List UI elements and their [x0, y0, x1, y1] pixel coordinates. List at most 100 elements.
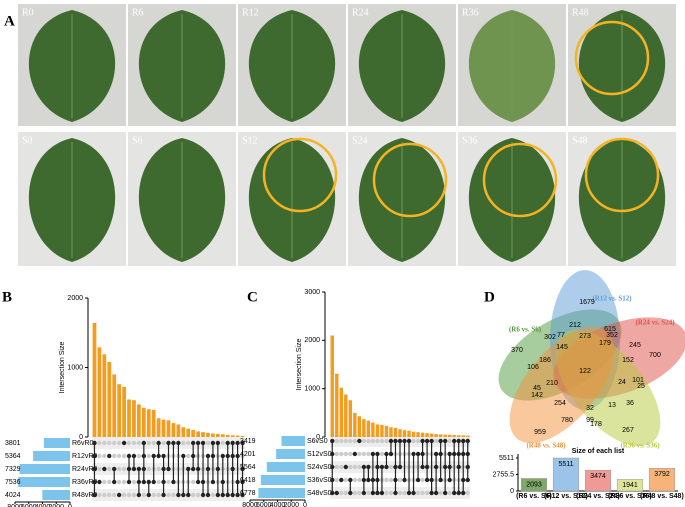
- matrix-dot: [352, 477, 358, 483]
- y-tick-label: 1000: [304, 386, 320, 393]
- bar: [132, 400, 136, 437]
- matrix-dot: [136, 440, 142, 446]
- matrix-dot: [379, 451, 385, 457]
- bar: [429, 433, 434, 437]
- matrix-dot: [343, 464, 349, 470]
- matrix-dot: [220, 440, 225, 446]
- bar: [366, 420, 371, 437]
- venn-count: 212: [569, 322, 581, 329]
- photo-label: S12: [242, 135, 258, 146]
- photo-label: S36: [462, 135, 478, 146]
- venn-set-label: (R36 vs. S36): [620, 442, 660, 450]
- set-label: S36vS0: [307, 477, 332, 484]
- matrix-dot: [343, 490, 349, 496]
- set-size-bar: [260, 475, 305, 485]
- bar: [357, 416, 362, 437]
- photo-label: R6: [132, 7, 144, 18]
- bar: [112, 374, 117, 437]
- matrix-dot: [388, 490, 394, 496]
- set-size-label: 6418: [240, 477, 256, 484]
- matrix-dot: [348, 451, 353, 457]
- venn-count: 352: [606, 332, 618, 339]
- matrix-dot: [334, 451, 339, 457]
- panel-label: C: [247, 289, 258, 305]
- matrix-dot: [411, 438, 416, 444]
- matrix-dot: [379, 438, 385, 444]
- matrix-dot: [384, 438, 389, 444]
- bar: [438, 434, 443, 437]
- bar: [102, 354, 107, 437]
- venn-count: 25: [637, 383, 645, 390]
- bar: [552, 457, 580, 492]
- y-tick-label: 5511: [499, 455, 514, 462]
- value-label: 2093: [526, 481, 542, 488]
- matrix-dot: [352, 451, 358, 457]
- matrix-dot: [112, 492, 117, 498]
- matrix-dot: [334, 438, 339, 444]
- matrix-dot: [102, 453, 107, 459]
- matrix-dot: [97, 440, 102, 446]
- bar: [344, 394, 348, 437]
- venn-set-label: (R12 vs. S12): [592, 295, 632, 303]
- x-tick-label: (R12 vs. S12): [544, 493, 588, 500]
- y-axis-label: Intersection Size: [296, 339, 303, 391]
- bar: [398, 429, 402, 437]
- value-label: 3792: [654, 471, 670, 478]
- matrix-dot: [334, 477, 339, 483]
- matrix-dot: [166, 492, 171, 498]
- matrix-dot: [102, 492, 107, 498]
- venn-count: 145: [556, 344, 568, 351]
- set-tick-label: 2000: [48, 504, 64, 507]
- bar: [520, 478, 548, 492]
- set-label: R6vR0: [72, 440, 94, 447]
- matrix-dot: [151, 440, 156, 446]
- x-tick-label: (R48 vs. S48): [640, 493, 684, 500]
- set-tick-label: 4000: [35, 504, 51, 507]
- matrix-dot: [402, 490, 407, 496]
- y-tick-label: 2000: [67, 295, 83, 302]
- matrix-dot: [146, 453, 151, 459]
- matrix-dot: [339, 451, 344, 457]
- matrix-dot: [397, 477, 403, 483]
- set-size-label: 3801: [5, 440, 21, 447]
- matrix-dot: [352, 438, 358, 444]
- bar: [235, 435, 240, 437]
- matrix-dot: [420, 490, 425, 496]
- venn-count: 615: [604, 326, 616, 333]
- set-tick-label: 6000: [256, 502, 272, 507]
- matrix-dot: [348, 438, 353, 444]
- matrix-dot: [343, 438, 349, 444]
- bar: [375, 424, 380, 437]
- venn-count: 1679: [579, 299, 595, 306]
- matrix-dot: [116, 479, 122, 485]
- matrix-dot: [131, 440, 137, 446]
- matrix-dot: [102, 440, 107, 446]
- bar: [380, 424, 384, 437]
- venn-count: 13: [608, 402, 616, 409]
- venn-count: 210: [546, 380, 558, 387]
- photo-label: R48: [572, 7, 589, 18]
- photo-label: S24: [352, 135, 368, 146]
- highlight-circle: [262, 137, 338, 213]
- set-size-label: 7329: [5, 466, 21, 473]
- bar: [191, 430, 196, 437]
- bar: [146, 409, 151, 437]
- bar: [171, 423, 176, 437]
- set-size-bar: [258, 488, 305, 498]
- matrix-dot: [357, 490, 362, 496]
- venn-count: 122: [579, 368, 591, 375]
- chart-title: Size of each list: [572, 448, 625, 455]
- venn-count: 267: [622, 427, 634, 434]
- value-label: 1941: [622, 482, 638, 489]
- matrix-dot: [447, 490, 452, 496]
- bar: [402, 430, 407, 437]
- venn-count: 273: [579, 333, 591, 340]
- venn-count: 32: [586, 405, 594, 412]
- matrix-dot: [156, 479, 161, 485]
- matrix-dot: [424, 490, 430, 496]
- y-tick-label: 3000: [304, 289, 320, 296]
- set-tick-label: 8000: [242, 502, 258, 507]
- matrix-dot: [107, 466, 112, 472]
- matrix-dot: [375, 438, 380, 444]
- set-label: R12vR0: [72, 453, 97, 460]
